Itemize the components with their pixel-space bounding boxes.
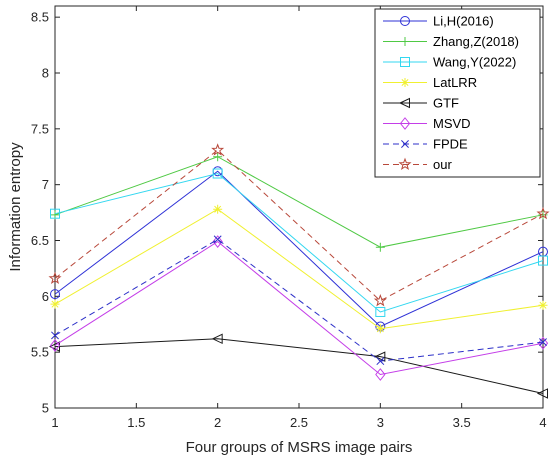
x-tick-label: 3	[377, 415, 384, 430]
data-point-asterisk	[538, 300, 548, 310]
data-point-x	[376, 357, 385, 366]
data-point-star	[398, 157, 412, 171]
data-point-star	[536, 206, 550, 220]
data-point-square	[212, 168, 223, 179]
y-tick-label: 7.5	[31, 121, 49, 136]
series-line	[54, 208, 544, 330]
legend-entry: Zhang,Z(2018)	[383, 34, 519, 49]
legend-label: Wang,Y(2022)	[433, 55, 516, 70]
data-point-square	[400, 57, 410, 67]
axis-ticks: 1 1.5 2 2.5 3 3.5 4 5 5.5 6 6.5 7 7.5 8 8.5	[31, 6, 547, 430]
legend-entry: GTF	[383, 96, 459, 111]
data-point-x	[213, 235, 222, 244]
x-tick-label: 4	[539, 415, 546, 430]
series-4	[48, 333, 548, 399]
data-point-x	[539, 338, 547, 347]
data-point-square	[375, 306, 386, 317]
legend-label: FPDE	[433, 137, 468, 152]
series-layer	[48, 143, 550, 399]
legend-label: Zhang,Z(2018)	[433, 34, 519, 49]
y-tick-label: 6.5	[31, 233, 49, 248]
legend-label: Li,H(2016)	[433, 14, 494, 29]
x-tick-label: 1	[51, 415, 58, 430]
series-line	[54, 241, 544, 376]
y-tick-label: 5	[42, 401, 49, 416]
legend-label: LatLRR	[433, 75, 477, 90]
data-point-triangle-left	[48, 341, 60, 352]
legend-box	[374, 8, 541, 178]
x-axis-title: Four groups of MSRS image pairs	[186, 439, 413, 456]
y-tick-label: 8	[42, 66, 49, 81]
data-point-star	[48, 271, 62, 285]
data-point-diamond	[49, 339, 61, 352]
data-point-x	[401, 140, 409, 148]
legend-entry: LatLRR	[383, 75, 477, 90]
legend-entry: FPDE	[383, 137, 468, 152]
data-point-plus	[213, 152, 223, 162]
series-line	[54, 172, 544, 313]
y-axis-title: Information entropy	[7, 142, 24, 272]
data-point-asterisk	[400, 78, 410, 87]
series-1	[50, 152, 548, 252]
data-point-circle	[50, 289, 60, 300]
data-point-asterisk	[213, 204, 223, 214]
legend-entry: Li,H(2016)	[383, 14, 494, 29]
data-point-plus	[400, 37, 410, 46]
legend-entry: MSVD	[383, 116, 471, 131]
data-point-square	[50, 208, 60, 219]
data-point-triangle-left	[374, 351, 386, 362]
legend: Li,H(2016) Zhang,Z(2018) Wang,Y(2022) LatLR…	[374, 8, 541, 178]
series-3	[50, 204, 548, 334]
x-tick-label: 3.5	[453, 415, 471, 430]
series-line	[54, 156, 544, 248]
series-line	[54, 149, 544, 302]
legend-entry: our	[383, 157, 452, 172]
data-point-star	[211, 143, 225, 156]
data-point-asterisk	[375, 324, 385, 334]
x-tick-label: 1.5	[127, 415, 145, 430]
data-point-plus	[375, 242, 385, 252]
y-tick-label: 6	[42, 289, 49, 304]
y-tick-label: 5.5	[31, 345, 49, 360]
x-tick-label: 2	[214, 415, 221, 430]
data-point-diamond	[212, 235, 223, 249]
series-line	[54, 170, 544, 328]
legend-label: GTF	[433, 96, 459, 111]
data-point-asterisk	[50, 299, 60, 309]
series-2	[50, 168, 548, 317]
data-point-diamond	[537, 336, 549, 350]
data-point-circle	[400, 16, 410, 26]
legend-label: our	[433, 157, 452, 172]
data-point-x	[51, 331, 59, 340]
legend-label: MSVD	[433, 116, 471, 131]
x-tick-label: 2.5	[290, 415, 308, 430]
y-tick-label: 8.5	[31, 10, 49, 25]
series-7	[48, 143, 550, 307]
y-tick-label: 7	[42, 177, 49, 192]
legend-entry: Wang,Y(2022)	[383, 55, 516, 70]
data-point-diamond	[399, 117, 411, 130]
series-6	[51, 235, 547, 366]
series-line	[54, 238, 544, 362]
series-line	[54, 338, 544, 394]
data-point-star	[373, 293, 387, 307]
data-point-diamond	[375, 368, 386, 381]
data-point-triangle-left	[398, 97, 410, 109]
data-point-triangle-left	[536, 388, 548, 399]
data-point-square	[538, 255, 548, 266]
data-point-triangle-left	[211, 333, 223, 345]
series-5	[49, 235, 549, 381]
